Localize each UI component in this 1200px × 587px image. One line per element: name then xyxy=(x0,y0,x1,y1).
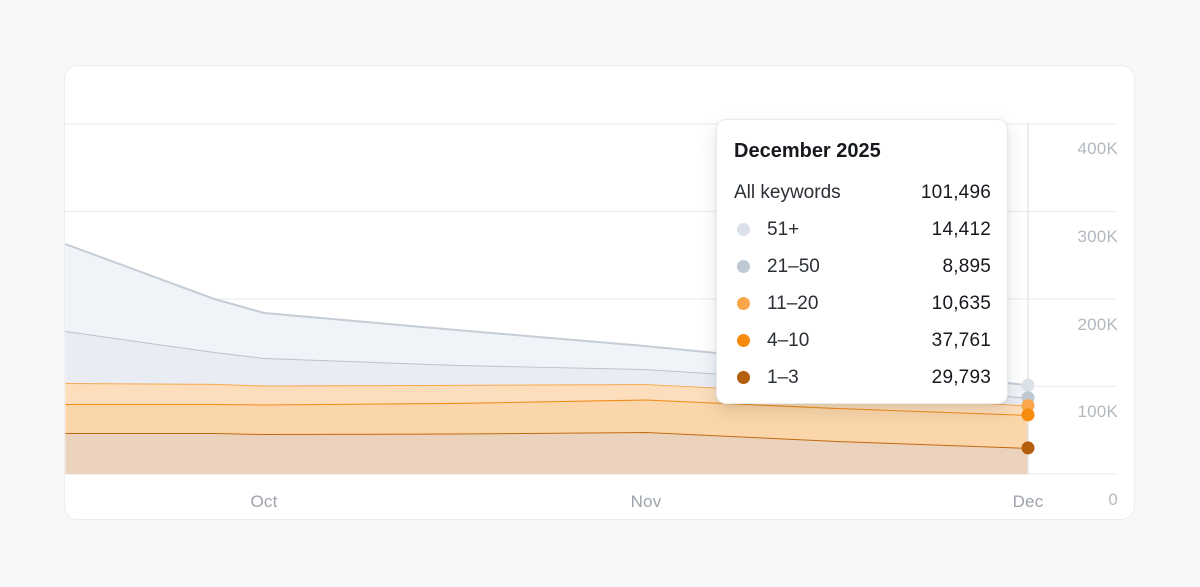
y-axis-label-300k: 300K xyxy=(1077,227,1118,246)
tooltip-row-value: 14,412 xyxy=(931,218,991,240)
keyword-rankings-card: 400K 300K 200K 100K 0 Oct Nov Dec Decemb… xyxy=(64,65,1135,520)
tooltip-row: 21–50 8,895 xyxy=(733,248,991,285)
y-axis-label-100k: 100K xyxy=(1077,402,1118,421)
tooltip-row: 11–20 10,635 xyxy=(733,285,991,322)
legend-dot-11-20-icon xyxy=(737,297,750,310)
tooltip-row-value: 37,761 xyxy=(931,329,991,351)
y-axis-label-0: 0 xyxy=(1108,490,1118,509)
legend-dot-1-3-icon xyxy=(737,371,750,384)
tooltip-row: 4–10 37,761 xyxy=(733,322,991,359)
tooltip-title: December 2025 xyxy=(734,140,881,162)
legend-dot-51plus-icon xyxy=(737,223,750,236)
tooltip-row-label: 1–3 xyxy=(767,366,799,388)
legend-dot-4-10-icon xyxy=(737,334,750,347)
tooltip-row: 51+ 14,412 xyxy=(733,211,991,248)
tooltip-total-row: All keywords 101,496 xyxy=(733,174,991,211)
tooltip-row-label: 21–50 xyxy=(767,255,820,277)
x-axis-label-nov: Nov xyxy=(630,492,662,511)
rank-distribution-chart[interactable]: 400K 300K 200K 100K 0 Oct Nov Dec Decemb… xyxy=(65,66,1135,520)
tooltip-total-label: All keywords xyxy=(734,181,841,203)
chart-tooltip: December 2025 All keywords 101,496 51+ 1… xyxy=(716,119,1008,404)
tooltip-row-label: 11–20 xyxy=(767,292,819,314)
x-axis-label-dec: Dec xyxy=(1012,492,1044,511)
tooltip-row: 1–3 29,793 xyxy=(733,359,991,396)
legend-dot-21-50-icon xyxy=(737,260,750,273)
y-axis-label-400k: 400K xyxy=(1077,139,1118,158)
tooltip-row-label: 51+ xyxy=(767,218,800,240)
y-axis-label-200k: 200K xyxy=(1077,314,1118,334)
tooltip-row-value: 29,793 xyxy=(931,366,991,388)
tooltip-total-value: 101,496 xyxy=(920,181,991,203)
stacked-area-chart-canvas[interactable] xyxy=(65,66,1135,520)
x-axis-label-oct: Oct xyxy=(250,492,278,511)
tooltip-row-label: 4–10 xyxy=(767,329,810,351)
tooltip-row-value: 8,895 xyxy=(942,255,991,277)
tooltip-row-value: 10,635 xyxy=(931,292,991,314)
